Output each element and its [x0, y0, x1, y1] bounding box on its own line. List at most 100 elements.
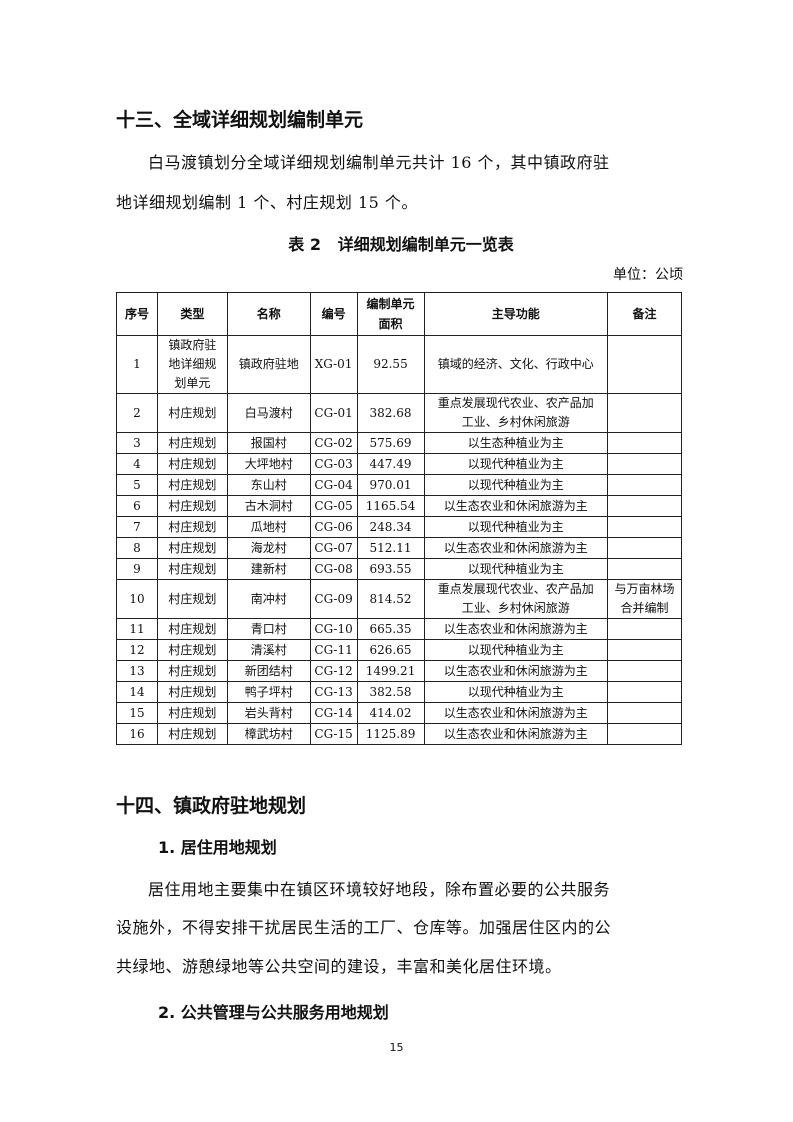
table-cell: 村庄规划: [156, 723, 228, 745]
column-header: 备注: [607, 292, 682, 336]
paragraph-line: 设施外，不得安排干扰居民生活的工厂、仓库等。加强居住区内的公: [116, 918, 612, 937]
table-cell: 2: [116, 393, 158, 433]
table-cell: CG-11: [309, 639, 358, 661]
table-cell: CG-12: [309, 660, 358, 682]
table-cell: 1499.21: [356, 660, 425, 682]
table-cell: 447.49: [356, 453, 425, 475]
table-cell: 村庄规划: [156, 618, 228, 640]
table-cell: 1: [116, 335, 158, 394]
table-cell: 报国村: [226, 432, 311, 454]
table-cell: 15: [116, 702, 158, 724]
table-cell: CG-07: [309, 537, 358, 559]
table-cell: 镇域的经济、文化、行政中心: [423, 335, 609, 394]
table-caption: 表 2 详细规划编制单元一览表: [288, 235, 514, 254]
table-cell: 镇政府驻地: [226, 335, 311, 394]
table-cell: 与万亩林场合并编制: [607, 579, 682, 619]
table-cell: 海龙村: [226, 537, 311, 559]
table-row: 8 村庄规划 海龙村 CG-07 512.11 以生态农业和休闲旅游为主: [116, 537, 682, 559]
table-cell: 重点发展现代农业、农产品加工业、乡村休闲旅游: [423, 579, 609, 619]
table-cell: 村庄规划: [156, 516, 228, 538]
table-cell: 1125.89: [356, 723, 425, 745]
table-cell: [607, 639, 682, 661]
table-cell: [607, 495, 682, 517]
table-cell: CG-01: [309, 393, 358, 433]
table-cell: 镇政府驻地详细规划单元: [156, 335, 228, 394]
table-cell: 东山村: [226, 474, 311, 496]
table-cell: 以现代种植业为主: [423, 474, 609, 496]
paragraph-line: 居住用地主要集中在镇区环境较好地段，除布置必要的公共服务: [148, 880, 611, 899]
table-cell: 村庄规划: [156, 681, 228, 703]
table-cell: 414.02: [356, 702, 425, 724]
table-cell: [607, 723, 682, 745]
table-cell: CG-06: [309, 516, 358, 538]
table-cell: CG-02: [309, 432, 358, 454]
table-cell: 1165.54: [356, 495, 425, 517]
table-cell: 7: [116, 516, 158, 538]
table-unit: 单位：公顷: [613, 267, 683, 283]
table-cell: 14: [116, 681, 158, 703]
section-14-title: 十四、镇政府驻地规划: [116, 795, 307, 817]
table-row: 7 村庄规划 瓜地村 CG-06 248.34 以现代种植业为主: [116, 516, 682, 538]
planning-units-table: 序号 类型 名称 编号 编制单元面积 主导功能 备注 1 镇政府驻地详细规划单元 镇政府驻地 XG…: [116, 292, 682, 745]
table-row: 10 村庄规划 南冲村 CG-09 814.52 重点发展现代农业、农产品加工业、乡村休闲…: [116, 579, 682, 619]
table-cell: 248.34: [356, 516, 425, 538]
table-cell: 以生态农业和休闲旅游为主: [423, 537, 609, 559]
table-cell: [607, 432, 682, 454]
column-header: 编制单元面积: [356, 292, 425, 336]
table-cell: 12: [116, 639, 158, 661]
table-cell: CG-13: [309, 681, 358, 703]
table-cell: [607, 618, 682, 640]
table-cell: 10: [116, 579, 158, 619]
table-cell: 以现代种植业为主: [423, 681, 609, 703]
table-cell: 以现代种植业为主: [423, 453, 609, 475]
table-cell: CG-04: [309, 474, 358, 496]
table-cell: 樟武坊村: [226, 723, 311, 745]
table-cell: 以生态农业和休闲旅游为主: [423, 618, 609, 640]
table-cell: 村庄规划: [156, 537, 228, 559]
column-header: 类型: [156, 292, 228, 336]
table-row: 5 村庄规划 东山村 CG-04 970.01 以现代种植业为主: [116, 474, 682, 496]
table-cell: 村庄规划: [156, 558, 228, 580]
subsection-title: 1. 居住用地规划: [158, 838, 277, 857]
table-cell: [607, 537, 682, 559]
table-cell: 382.58: [356, 681, 425, 703]
table-cell: [607, 660, 682, 682]
page-number: 15: [389, 1041, 404, 1054]
table-cell: XG-01: [309, 335, 358, 394]
table-cell: 村庄规划: [156, 393, 228, 433]
table-cell: 92.55: [356, 335, 425, 394]
table-cell: 665.35: [356, 618, 425, 640]
column-header: 序号: [116, 292, 158, 336]
table-cell: 575.69: [356, 432, 425, 454]
table-cell: 4: [116, 453, 158, 475]
table-cell: CG-10: [309, 618, 358, 640]
table-cell: 512.11: [356, 537, 425, 559]
table-cell: [607, 474, 682, 496]
table-row: 11 村庄规划 青口村 CG-10 665.35 以生态农业和休闲旅游为主: [116, 618, 682, 640]
table-cell: CG-08: [309, 558, 358, 580]
table-cell: 16: [116, 723, 158, 745]
subsection-title: 2. 公共管理与公共服务用地规划: [158, 1003, 389, 1022]
table-cell: 以现代种植业为主: [423, 516, 609, 538]
table-cell: 以生态农业和休闲旅游为主: [423, 660, 609, 682]
table-cell: 瓜地村: [226, 516, 311, 538]
table-cell: [607, 558, 682, 580]
table-row: 3 村庄规划 报国村 CG-02 575.69 以生态种植业为主: [116, 432, 682, 454]
table-cell: CG-15: [309, 723, 358, 745]
table-row: 9 村庄规划 建新村 CG-08 693.55 以现代种植业为主: [116, 558, 682, 580]
table-cell: 6: [116, 495, 158, 517]
table-cell: CG-14: [309, 702, 358, 724]
table-cell: 11: [116, 618, 158, 640]
table-cell: 村庄规划: [156, 639, 228, 661]
table-cell: 青口村: [226, 618, 311, 640]
table-cell: 鸭子坪村: [226, 681, 311, 703]
paragraph-line: 共绿地、游憩绿地等公共空间的建设，丰富和美化居住环境。: [116, 957, 562, 976]
table-cell: 970.01: [356, 474, 425, 496]
table-cell: [607, 393, 682, 433]
table-cell: CG-03: [309, 453, 358, 475]
table-row: 12 村庄规划 清溪村 CG-11 626.65 以现代种植业为主: [116, 639, 682, 661]
table-cell: [607, 453, 682, 475]
table-cell: 以生态种植业为主: [423, 432, 609, 454]
table-cell: 村庄规划: [156, 474, 228, 496]
